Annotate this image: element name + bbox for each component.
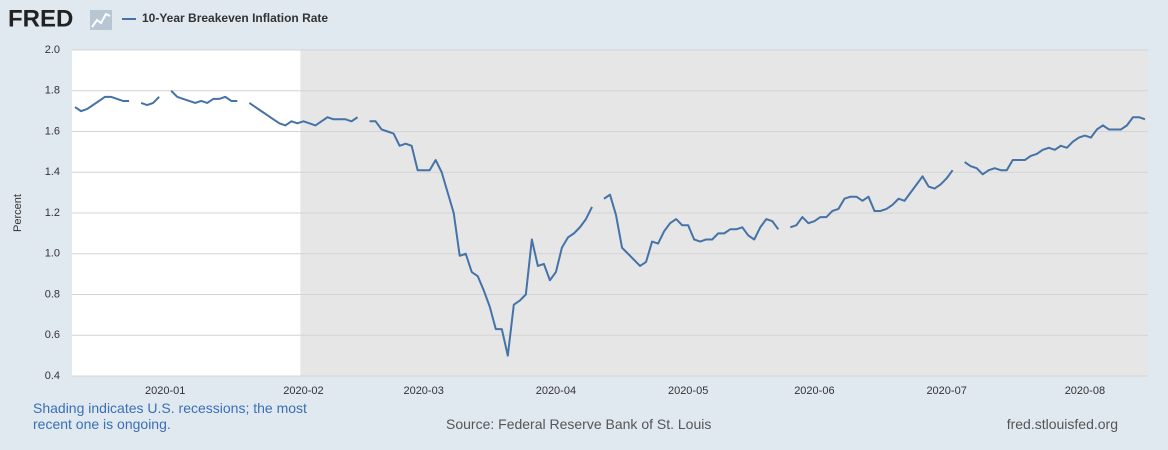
x-tick-label: 2020-06 — [794, 385, 834, 397]
x-tick-label: 2020-03 — [403, 385, 443, 397]
x-tick-label: 2020-02 — [283, 385, 323, 397]
legend-label: 10-Year Breakeven Inflation Rate — [142, 11, 328, 25]
y-axis-title: Percent — [12, 194, 24, 232]
y-tick-label: 2.0 — [45, 44, 60, 56]
y-tick-label: 0.8 — [45, 288, 60, 300]
y-tick-label: 0.6 — [45, 329, 60, 341]
y-tick-label: 1.0 — [45, 248, 60, 260]
y-tick-label: 1.6 — [45, 125, 60, 137]
x-tick-label: 2020-05 — [668, 385, 708, 397]
x-tick-label: 2020-07 — [926, 385, 966, 397]
source: Source: Federal Reserve Bank of St. Loui… — [446, 416, 712, 432]
y-tick-label: 1.8 — [45, 85, 60, 97]
note: Shading indicates U.S. recessions; the m… — [33, 400, 307, 432]
x-tick-label: 2020-01 — [145, 385, 185, 397]
site: fred.stlouisfed.org — [1006, 416, 1118, 432]
y-tick-label: 0.4 — [45, 370, 60, 382]
y-tick-label: 1.4 — [45, 166, 60, 178]
series-line — [74, 90, 1146, 357]
logo-icon — [90, 10, 112, 30]
logo: FRED — [8, 5, 73, 32]
y-tick-label: 1.2 — [45, 207, 60, 219]
x-tick-label: 2020-04 — [536, 385, 576, 397]
x-tick-label: 2020-08 — [1065, 385, 1105, 397]
